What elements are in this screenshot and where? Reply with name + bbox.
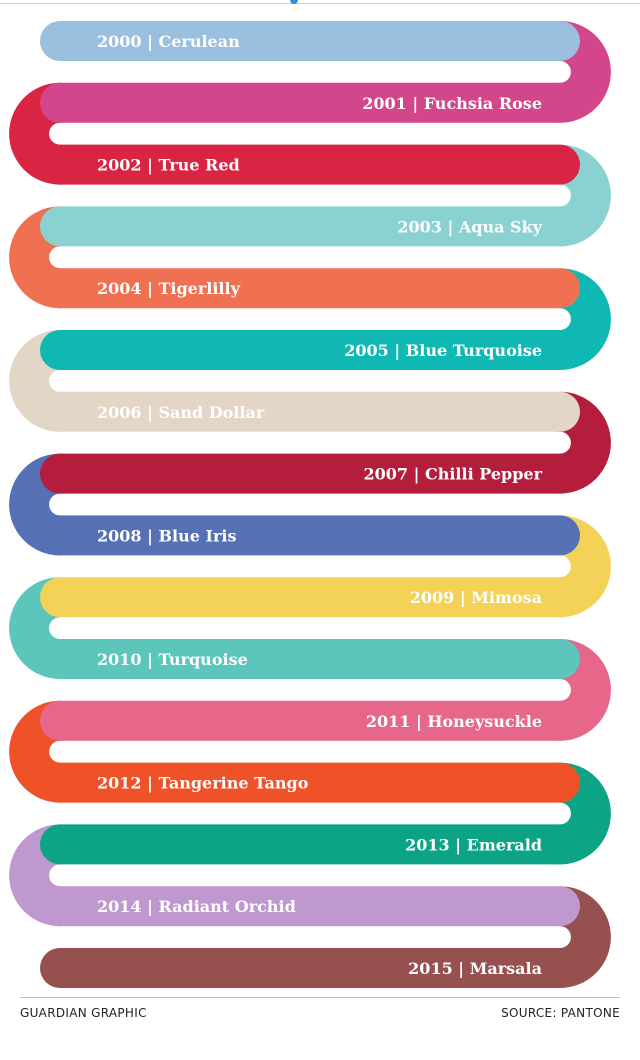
label-2011: 2011 | Honeysuckle: [366, 712, 542, 731]
label-2004: 2004 | Tigerlilly: [97, 279, 241, 298]
label-2014: 2014 | Radiant Orchid: [97, 897, 296, 916]
label-2007: 2007 | Chilli Pepper: [363, 465, 542, 484]
color-of-the-year-ribbon: 2000 | Cerulean 2001 | Fuchsia Rose 2002 |…: [9, 21, 611, 988]
label-2001: 2001 | Fuchsia Rose: [362, 94, 542, 113]
label-2010: 2010 | Turquoise: [97, 650, 248, 669]
ribbon-labels: 2000 | Cerulean 2001 | Fuchsia Rose 2002 |…: [97, 32, 543, 978]
label-2006: 2006 | Sand Dollar: [97, 403, 265, 422]
label-2003: 2003 | Aqua Sky: [397, 217, 542, 236]
label-2015: 2015 | Marsala: [408, 959, 542, 978]
ribbon-bars: [40, 21, 580, 988]
label-2002: 2002 | True Red: [97, 156, 240, 175]
label-2012: 2012 | Tangerine Tango: [97, 774, 309, 793]
label-2008: 2008 | Blue Iris: [97, 526, 236, 545]
top-rule: [0, 3, 640, 4]
footer-rule: [20, 997, 620, 998]
label-2005: 2005 | Blue Turquoise: [344, 341, 542, 360]
graphic-credit: GUARDIAN GRAPHIC: [20, 1006, 147, 1020]
source-credit: SOURCE: PANTONE: [501, 1006, 620, 1020]
label-2013: 2013 | Emerald: [405, 835, 542, 854]
label-2000: 2000 | Cerulean: [97, 32, 240, 51]
label-2009: 2009 | Mimosa: [410, 588, 542, 607]
top-accent-mark: [290, 0, 298, 4]
